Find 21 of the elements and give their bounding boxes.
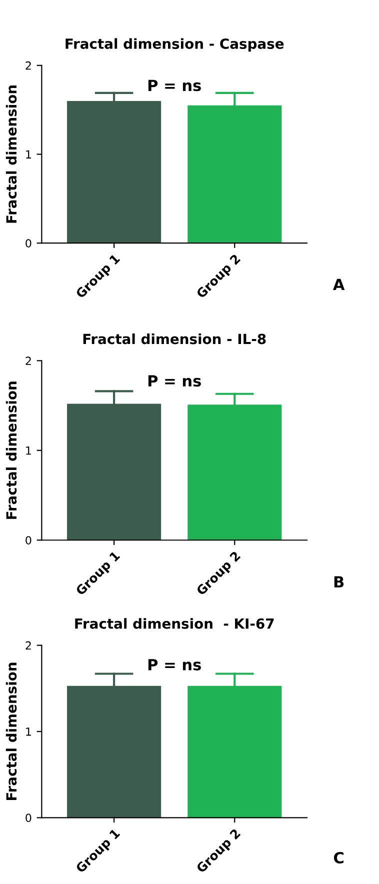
annotation: P = ns: [148, 659, 201, 670]
y-tick-label: 2: [26, 641, 31, 650]
chart-title: Fractal dimension - KI-67: [75, 618, 274, 629]
chart-title: Fractal dimension - IL-8: [83, 333, 266, 344]
y-tick-label: 0: [26, 814, 32, 822]
text: B: [334, 576, 344, 588]
y-axis-title: Fractal dimension: [6, 382, 17, 519]
y-tick-label: 1: [26, 728, 31, 736]
annotation: P = ns: [148, 80, 201, 92]
y-axis-title: Fractal dimension: [6, 662, 17, 800]
chart-title: Fractal dimension - Caspase: [66, 38, 284, 52]
y-tick-label: 2: [26, 356, 31, 365]
text: A: [332, 278, 345, 290]
y-tick-label: 1: [26, 446, 31, 455]
y-tick-label: 1: [26, 150, 31, 158]
text: C: [334, 852, 344, 864]
y-tick-label: 0: [26, 536, 32, 545]
y-axis-title: Fractal dimension: [6, 86, 17, 223]
annotation: P = ns: [148, 375, 201, 387]
y-tick-label: 2: [26, 61, 31, 70]
y-tick-label: 0: [26, 239, 32, 248]
